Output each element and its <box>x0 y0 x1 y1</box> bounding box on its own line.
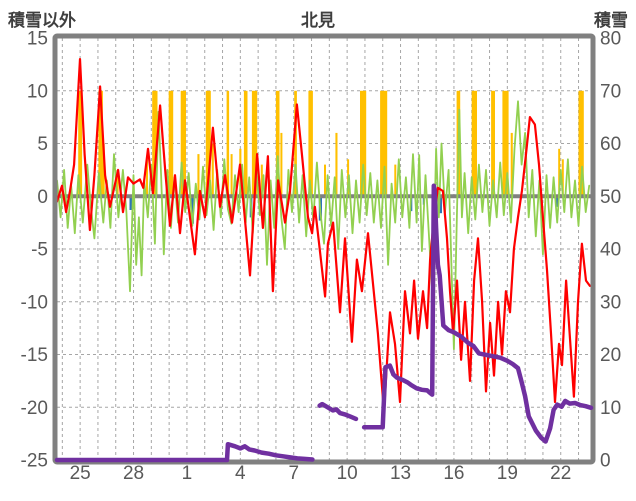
svg-text:80: 80 <box>600 29 621 50</box>
svg-text:10: 10 <box>337 463 358 484</box>
svg-text:20: 20 <box>600 345 621 366</box>
svg-text:30: 30 <box>600 292 621 313</box>
svg-text:-5: -5 <box>31 240 48 261</box>
svg-text:22: 22 <box>550 463 571 484</box>
svg-text:1: 1 <box>182 463 193 484</box>
svg-text:70: 70 <box>600 81 621 102</box>
svg-text:0: 0 <box>37 187 48 208</box>
svg-text:25: 25 <box>70 463 91 484</box>
right-axis-title: 積雪 <box>594 11 628 30</box>
svg-text:19: 19 <box>497 463 518 484</box>
svg-text:40: 40 <box>600 240 621 261</box>
svg-text:50: 50 <box>600 187 621 208</box>
svg-text:4: 4 <box>235 463 246 484</box>
svg-text:60: 60 <box>600 134 621 155</box>
svg-text:16: 16 <box>443 463 464 484</box>
svg-text:-20: -20 <box>21 398 48 419</box>
svg-text:15: 15 <box>27 29 48 50</box>
svg-text:-10: -10 <box>21 292 48 313</box>
svg-text:10: 10 <box>27 81 48 102</box>
chart-title: 北見 <box>301 11 335 30</box>
svg-text:-25: -25 <box>21 451 48 472</box>
svg-text:7: 7 <box>288 463 299 484</box>
svg-text:13: 13 <box>390 463 411 484</box>
svg-text:28: 28 <box>123 463 144 484</box>
svg-text:5: 5 <box>37 134 48 155</box>
svg-text:10: 10 <box>600 398 621 419</box>
left-axis-title: 積雪以外 <box>8 11 76 30</box>
svg-text:-15: -15 <box>21 345 48 366</box>
svg-text:0: 0 <box>600 451 611 472</box>
